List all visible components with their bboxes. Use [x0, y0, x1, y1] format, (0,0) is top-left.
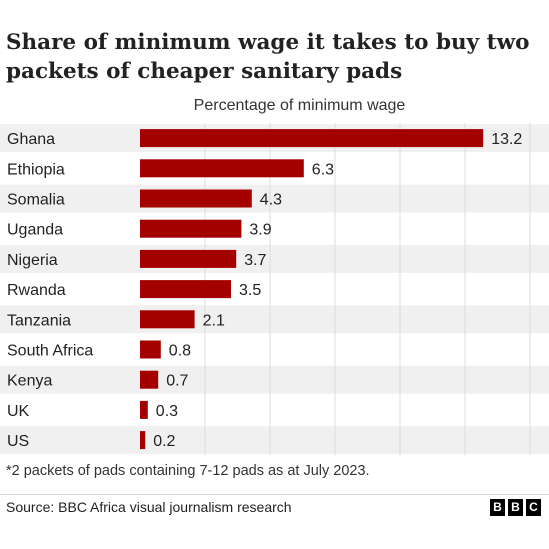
data-label: 2.1 [203, 312, 225, 329]
category-label: Kenya [7, 373, 52, 390]
category-label: South Africa [7, 343, 93, 360]
data-label: 0.2 [153, 433, 175, 450]
category-label: Ethiopia [7, 161, 65, 178]
logo-letter: C [526, 499, 541, 516]
data-label: 3.7 [244, 252, 266, 269]
category-label: UK [7, 403, 30, 420]
bar [140, 159, 304, 178]
category-label: Rwanda [7, 282, 66, 299]
category-label: US [7, 433, 29, 450]
data-label: 3.5 [239, 282, 261, 299]
bar [140, 129, 484, 148]
row-band [0, 305, 549, 334]
category-label: Tanzania [7, 312, 71, 329]
bar [140, 189, 252, 208]
data-label: 0.8 [169, 343, 191, 360]
data-label: 0.7 [166, 373, 188, 390]
category-label: Ghana [7, 131, 55, 148]
bar [140, 310, 195, 329]
row-band [0, 365, 549, 394]
bar [140, 431, 146, 450]
bar [140, 370, 159, 389]
x-axis-label: Percentage of minimum wage [193, 97, 406, 114]
category-label: Somalia [7, 192, 65, 209]
data-label: 6.3 [312, 161, 334, 178]
logo-letter: B [490, 499, 505, 516]
bbc-logo: B B C [490, 499, 541, 516]
row-band [0, 244, 549, 273]
bar [140, 280, 231, 299]
bar [140, 219, 242, 238]
category-label: Uganda [7, 222, 63, 239]
divider [0, 494, 549, 495]
footnote: *2 packets of pads containing 7-12 pads … [6, 463, 370, 479]
source-note: Source: BBC Africa visual journalism res… [6, 499, 292, 515]
data-label: 0.3 [156, 403, 178, 420]
data-label: 3.9 [249, 222, 271, 239]
data-label: 13.2 [491, 131, 522, 148]
row-band [0, 184, 549, 213]
category-label: Nigeria [7, 252, 58, 269]
bar [140, 249, 237, 268]
row-band [0, 426, 549, 455]
bar [140, 400, 148, 419]
bar [140, 340, 161, 359]
logo-letter: B [508, 499, 523, 516]
chart-title: Share of minimum wage it takes to buy tw… [6, 30, 530, 84]
data-label: 4.3 [260, 192, 282, 209]
